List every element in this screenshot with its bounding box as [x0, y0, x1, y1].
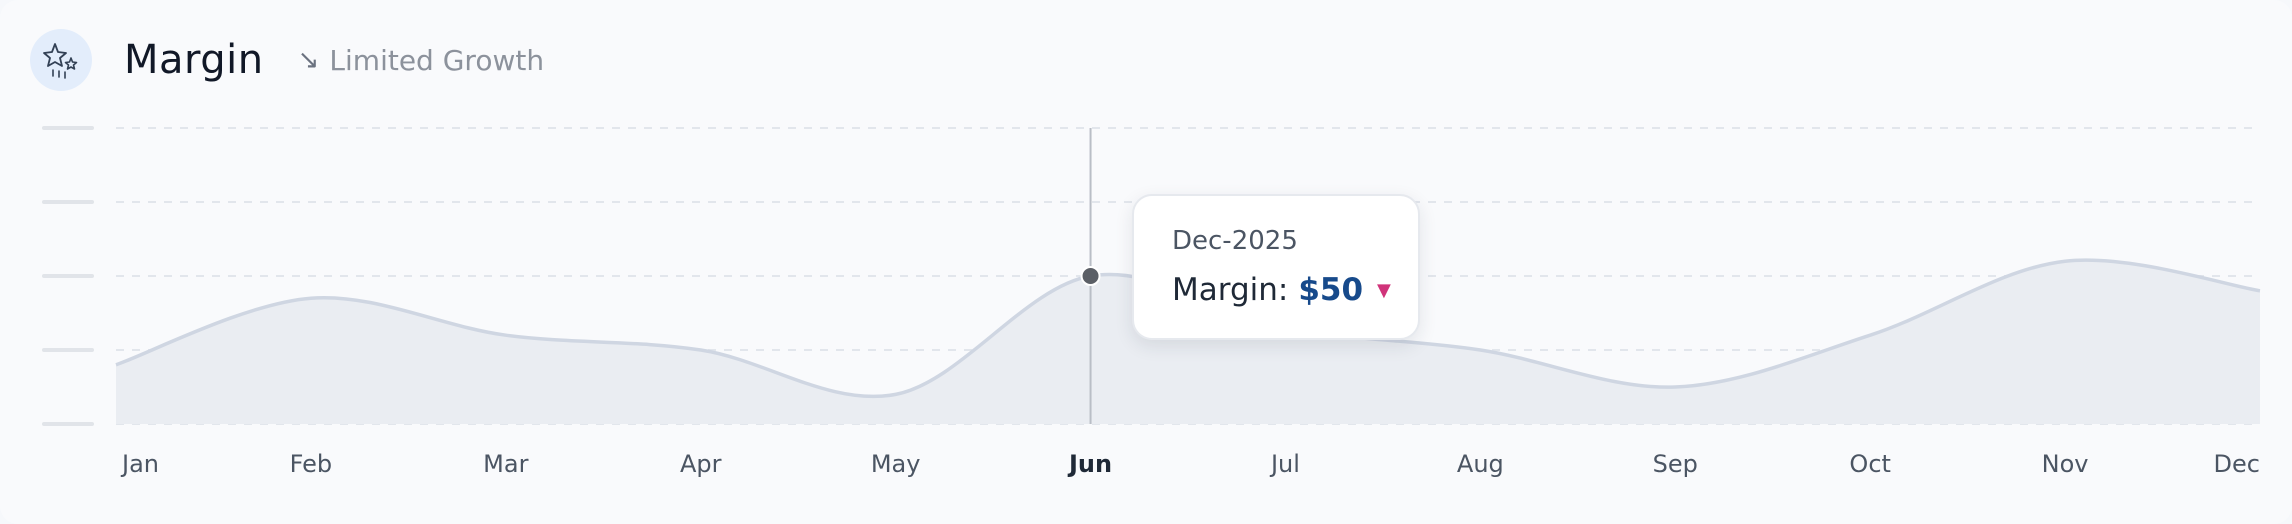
x-tick-label: Jan	[120, 450, 159, 478]
tooltip-date: Dec-2025	[1172, 226, 1298, 256]
x-tick-label: Mar	[483, 450, 528, 478]
x-tick-label: Feb	[290, 450, 333, 478]
chart-tooltip: Dec-2025 Margin: $50 ▼	[1132, 194, 1420, 340]
data-point	[112, 361, 120, 369]
x-tick-label: May	[871, 450, 921, 478]
x-tick-label: Sep	[1653, 450, 1698, 478]
data-point	[1476, 346, 1484, 354]
data-point	[502, 331, 510, 339]
sparkle-stars-icon	[30, 29, 92, 91]
highlighted-point	[1080, 266, 1101, 286]
x-tick-label: Apr	[680, 450, 722, 478]
data-point	[1866, 331, 1874, 339]
x-tick-label: Aug	[1457, 450, 1504, 478]
x-tick-label: Dec	[2214, 450, 2260, 478]
tooltip-label: Margin:	[1172, 272, 1289, 308]
data-point	[2256, 287, 2264, 295]
data-point	[1671, 383, 1679, 391]
data-point	[307, 294, 315, 302]
chart-title: Margin	[124, 37, 264, 83]
card-header: Margin ↘ Limited Growth	[30, 28, 544, 92]
data-point	[892, 390, 900, 398]
tooltip-value-row: Margin: $50 ▼	[1172, 272, 1391, 308]
subtitle-text: Limited Growth	[329, 43, 545, 77]
x-tick-label: Jun	[1067, 450, 1112, 478]
x-tick-label: Jul	[1269, 450, 1300, 478]
chart-subtitle: ↘ Limited Growth	[298, 44, 544, 77]
arrow-down-right-icon: ↘	[297, 45, 320, 75]
caret-down-icon: ▼	[1377, 279, 1391, 301]
data-point	[2061, 257, 2069, 265]
series-area	[116, 260, 2260, 424]
x-tick-label: Nov	[2042, 450, 2089, 478]
data-point	[697, 346, 705, 354]
x-tick-label: Oct	[1849, 450, 1891, 478]
tooltip-value: $50	[1298, 272, 1364, 308]
